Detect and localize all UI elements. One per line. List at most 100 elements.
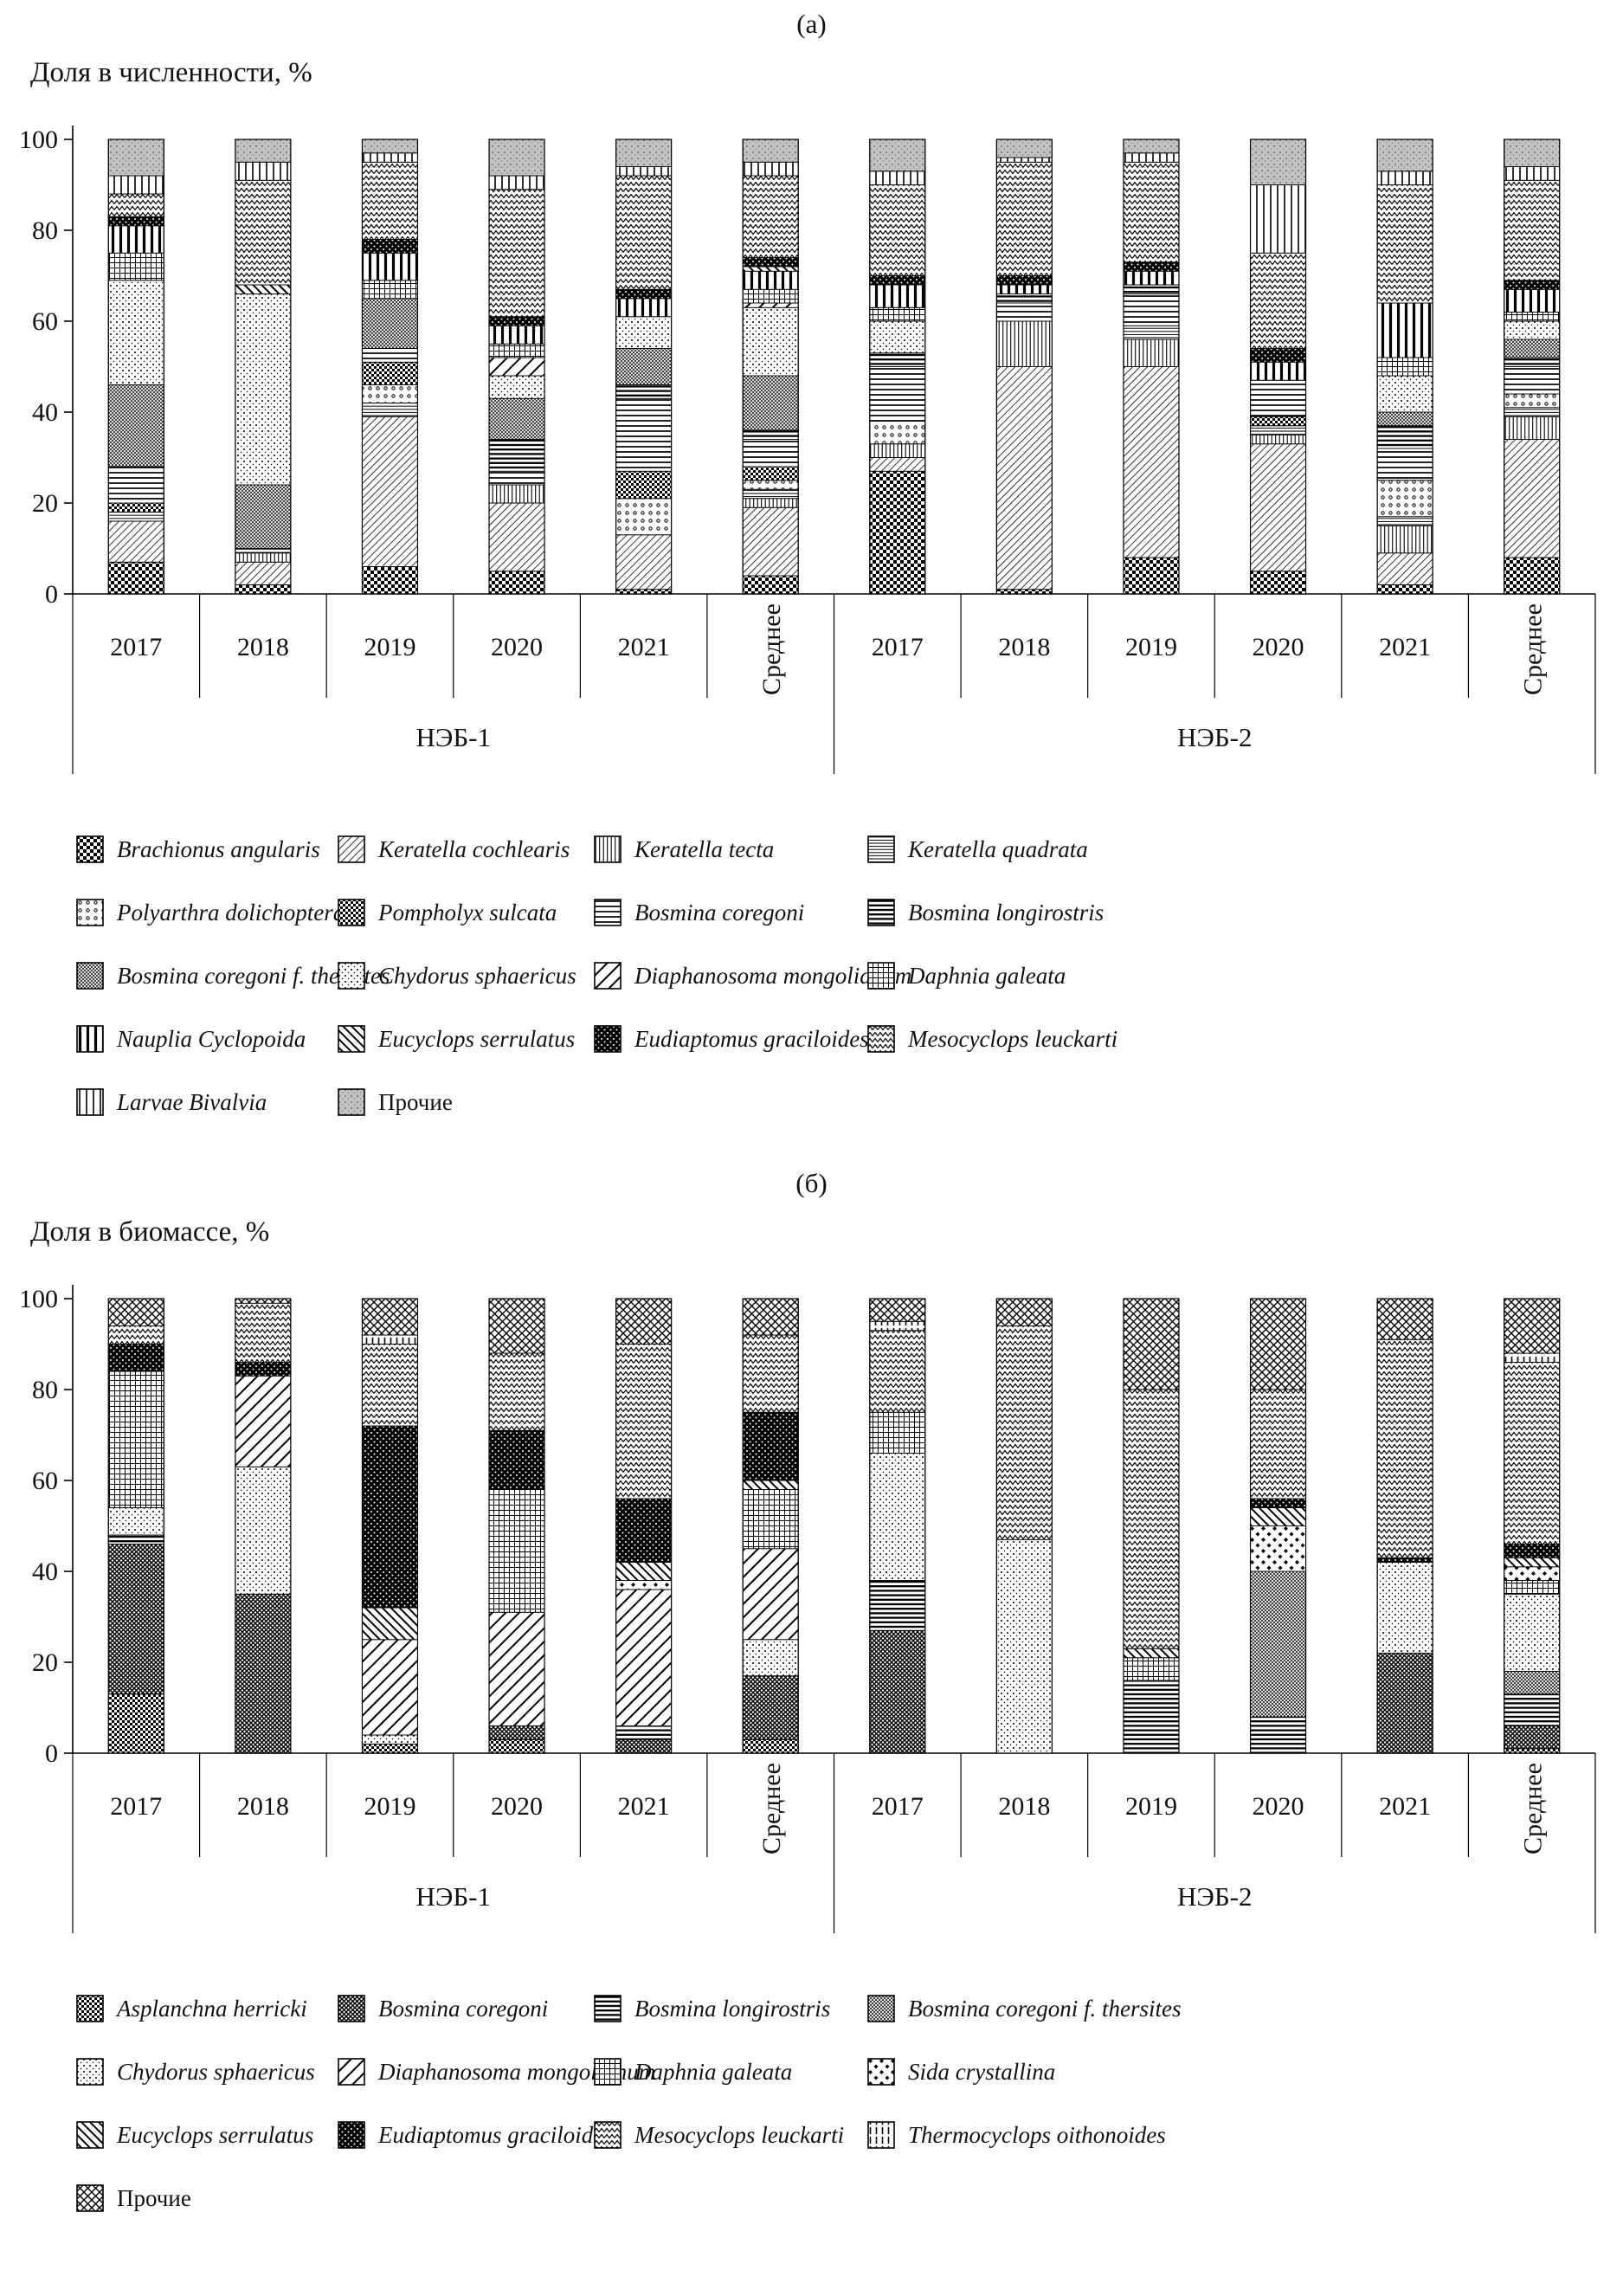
bar-segment xyxy=(235,552,292,563)
panel-a-chart: 0 20 40 60 80 100 2017 2018 2019 2020 2021 Среднее 2… xyxy=(0,96,1623,780)
bar-segment xyxy=(995,320,1053,367)
legend-item: Eucyclops serrulatus xyxy=(338,1022,594,1056)
legend-item: Nauplia Cyclopoida xyxy=(76,1022,338,1056)
legend-label: Eudiaptomus graciloides xyxy=(378,2121,613,2148)
year-label: 2018 xyxy=(237,1792,289,1821)
bar-segment xyxy=(1250,1507,1306,1526)
legend-label: Keratella cochlearis xyxy=(378,835,570,862)
bar-outline xyxy=(995,139,1053,595)
bar-segment xyxy=(1376,302,1433,358)
bar-segment xyxy=(107,216,164,227)
bar-segment xyxy=(107,1344,164,1372)
bar-segment xyxy=(1123,339,1180,367)
panel-b-chart: 0 20 40 60 80 100 2017 2018 2019 2020 2021 Среднее 2… xyxy=(0,1255,1623,1939)
bar-segment xyxy=(107,193,164,217)
legend-item: Asplanchna herricki xyxy=(76,1991,338,2026)
legend-label: Diaphanosoma mongolianum xyxy=(634,962,912,989)
bar-segment xyxy=(1250,139,1306,185)
legend-swatch xyxy=(594,2058,622,2086)
bar-segment xyxy=(107,280,164,385)
bar-segment xyxy=(1504,1566,1561,1581)
bar-segment xyxy=(1504,1298,1561,1354)
bar-segment xyxy=(1376,184,1433,304)
bar-segment xyxy=(742,480,799,490)
legend-label: Nauplia Cyclopoida xyxy=(117,1025,306,1052)
bar-segment xyxy=(235,561,292,585)
year-label: 2020 xyxy=(1253,1792,1304,1821)
bar-segment xyxy=(1250,443,1306,572)
bar-segment xyxy=(107,384,164,468)
bar-segment xyxy=(1123,557,1180,595)
bar-segment xyxy=(1250,434,1306,445)
bar-segment xyxy=(488,1489,545,1613)
bar-segment xyxy=(488,502,545,572)
bar-segment xyxy=(107,561,164,595)
legend-label: Thermocyclops oithonoides xyxy=(908,2121,1166,2148)
legend-item: Keratella quadrata xyxy=(867,832,1153,867)
bar-outline xyxy=(488,1298,545,1754)
legend-item: Chydorus sphaericus xyxy=(76,2054,338,2089)
legend-swatch xyxy=(76,2058,104,2086)
year-label: 2019 xyxy=(1125,1792,1177,1821)
bar-segment xyxy=(235,1466,292,1595)
bar-segment xyxy=(995,1298,1053,1326)
bar-segment xyxy=(1376,584,1433,595)
legend-label: Chydorus sphaericus xyxy=(378,962,576,989)
bar-segment xyxy=(742,488,799,500)
year-label: 2017 xyxy=(872,633,924,661)
bar-segment xyxy=(869,139,926,172)
bar-outline xyxy=(107,1298,164,1754)
bar-segment xyxy=(1123,161,1180,263)
legend-swatch xyxy=(338,1088,365,1116)
bar-segment xyxy=(1123,1298,1180,1390)
legend-label: Eucyclops serrulatus xyxy=(378,1025,576,1052)
bar-segment xyxy=(742,1411,799,1481)
legend-label: Asplanchna herricki xyxy=(117,1995,307,2022)
bar-segment xyxy=(995,293,1053,304)
bar-segment xyxy=(107,520,164,563)
legend-item: Прочие xyxy=(76,2181,338,2215)
bar-segment xyxy=(1376,1653,1433,1754)
bar-segment xyxy=(1123,1680,1180,1754)
year-label: 2018 xyxy=(998,633,1050,661)
bar-segment xyxy=(235,1375,292,1467)
bar-outline xyxy=(615,139,673,595)
bar-segment xyxy=(742,1334,799,1413)
legend-item: Polyarthra dolichoptera xyxy=(76,895,345,930)
bar-segment xyxy=(488,1611,545,1726)
bar-segment xyxy=(362,566,418,595)
legend-label: Bosmina longirostris xyxy=(634,1995,831,2022)
legend-swatch xyxy=(338,835,365,863)
bar-outline xyxy=(742,1298,799,1754)
legend-item: Bosmina longirostris xyxy=(867,895,1153,930)
legend-item: Bosmina coregoni f. thersites xyxy=(867,1991,1181,2026)
legend-swatch xyxy=(594,2121,622,2149)
bar-segment xyxy=(869,352,926,367)
year-label: 2017 xyxy=(110,1792,162,1821)
bar-segment xyxy=(362,384,418,403)
legend-swatch xyxy=(338,962,365,990)
bar-segment xyxy=(615,470,673,500)
bar-segment xyxy=(615,1498,673,1563)
group-label: НЭБ-1 xyxy=(416,722,491,752)
bar-segment xyxy=(488,470,545,486)
bar-outline xyxy=(1123,1298,1180,1754)
legend-swatch xyxy=(594,1025,622,1053)
bar-segment xyxy=(1504,280,1561,290)
bar-segment xyxy=(742,266,799,272)
legend-item: Daphnia galeata xyxy=(594,2054,867,2089)
bar-segment xyxy=(107,175,164,195)
bar-outline xyxy=(1504,1298,1561,1754)
bar-segment xyxy=(1376,516,1433,526)
bar-segment xyxy=(869,1411,926,1454)
legend-item: Thermocyclops oithonoides xyxy=(867,2118,1166,2152)
bar-segment xyxy=(1250,1716,1306,1754)
axis-tick-label: 40 xyxy=(32,398,58,427)
bar-segment xyxy=(362,239,418,254)
legend-label: Bosmina longirostris xyxy=(908,899,1105,925)
bar-segment xyxy=(1376,448,1433,481)
legend-swatch xyxy=(594,962,622,990)
bar-segment xyxy=(1376,1298,1433,1340)
legend-item: Bosmina longirostris xyxy=(594,1991,867,2026)
bar-segment xyxy=(107,252,164,281)
